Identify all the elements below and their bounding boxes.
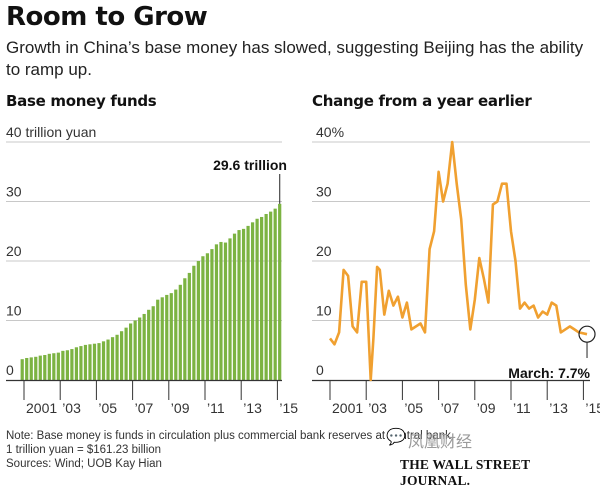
left-x-tick-label: 2001: [26, 400, 57, 416]
bar: [52, 353, 56, 380]
bar: [34, 356, 38, 380]
bar: [196, 261, 200, 380]
bar: [232, 233, 237, 380]
left-x-tick-label: ’07: [135, 400, 154, 416]
right-annotation: March: 7.7%: [508, 365, 590, 381]
bar: [228, 238, 232, 380]
bar: [160, 297, 164, 380]
bar: [47, 353, 51, 380]
bar: [129, 323, 133, 380]
left-x-tick-label: ’15: [279, 400, 298, 416]
bar: [210, 249, 214, 380]
bar: [83, 344, 88, 380]
bar: [20, 359, 24, 380]
bar: [237, 230, 241, 380]
bar: [43, 355, 47, 380]
bar: [219, 241, 223, 380]
left-x-tick-label: ’11: [207, 400, 225, 416]
bar: [151, 306, 155, 380]
bar: [246, 225, 250, 380]
bar: [74, 347, 79, 380]
bar: [70, 349, 74, 380]
right-y-tick-label: 0: [316, 362, 324, 378]
conversion-note: 1 trillion yuan = $161.23 billion: [6, 444, 162, 456]
sources-note: Sources: Wind; UOB Kay Hian: [6, 458, 162, 470]
right-y-tick-label: 40%: [316, 124, 344, 140]
right-x-tick-label: ’11: [513, 400, 531, 416]
left-y-tick-label: 30: [6, 184, 22, 200]
watermark-text: 凤凰财经: [408, 434, 473, 451]
bar: [201, 256, 205, 380]
bar: [119, 331, 124, 380]
bar: [192, 265, 196, 380]
page-title: Room to Grow: [6, 2, 208, 32]
bar: [165, 294, 169, 380]
bar: [110, 337, 115, 380]
bar: [187, 272, 191, 380]
bar: [92, 343, 97, 380]
bar: [56, 352, 60, 380]
bar: [250, 222, 255, 380]
bar: [269, 211, 273, 380]
bar: [142, 313, 146, 380]
bar: [223, 242, 228, 380]
charts-canvas: 0 10 20 30 40 trillion yuan 2001 ’03 ’05 ’07 ’09 ’…: [6, 124, 600, 416]
bar: [29, 357, 33, 380]
right-x-tick-label: ’13: [549, 400, 568, 416]
left-chart-title: Base money funds: [6, 92, 157, 110]
left-x-tick-label: ’05: [98, 400, 117, 416]
right-x-tick-label: ’15: [585, 400, 600, 416]
bar: [241, 228, 246, 380]
bar: [278, 203, 282, 380]
bar: [147, 309, 151, 380]
bar: [97, 343, 101, 380]
bar: [205, 253, 210, 380]
left-annotation: 29.6 trillion: [213, 157, 287, 173]
right-x-tick-label: 2001: [332, 400, 363, 416]
bar: [101, 341, 106, 380]
bar: [260, 216, 264, 380]
bar: [178, 284, 182, 380]
left-x-tick-label: ’13: [243, 400, 262, 416]
bar: [25, 357, 29, 380]
bar: [156, 299, 160, 380]
bar: [115, 334, 119, 380]
right-chart-title: Change from a year earlier: [312, 92, 532, 110]
right-x-tick-label: ’03: [368, 400, 387, 416]
footnote: Note: Base money is funds in circulation…: [6, 430, 455, 442]
bar: [273, 208, 277, 380]
bar: [61, 350, 65, 380]
bar: [79, 346, 83, 380]
series-line: [328, 140, 588, 382]
right-x-tick-label: ’05: [404, 400, 423, 416]
bar: [183, 278, 187, 380]
right-y-tick-label: 30: [316, 184, 332, 200]
bar: [264, 213, 268, 380]
right-x-tick-label: ’09: [477, 400, 496, 416]
subtitle: Growth in China’s base money has slowed,…: [6, 38, 584, 79]
bar: [138, 317, 142, 380]
publisher-logo: THE WALL STREET JOURNAL.: [400, 457, 531, 488]
bar: [65, 350, 69, 380]
left-y-tick-label: 20: [6, 243, 22, 259]
left-unit-label: 40 trillion yuan: [6, 124, 96, 140]
bar: [38, 355, 42, 380]
wechat-logo-icon: 💬: [386, 429, 406, 446]
bar: [174, 289, 178, 380]
bar: [169, 293, 173, 380]
bar: [88, 344, 92, 380]
bar: [255, 218, 259, 380]
bar: [133, 320, 137, 380]
right-y-tick-label: 10: [316, 303, 332, 319]
left-x-tick-label: ’03: [62, 400, 81, 416]
bar: [214, 244, 219, 380]
left-y-tick-label: 10: [6, 303, 22, 319]
bar: [124, 327, 128, 380]
right-y-tick-label: 20: [316, 243, 332, 259]
left-x-tick-label: ’09: [171, 400, 190, 416]
bar: [106, 339, 110, 380]
left-y-tick-label: 0: [6, 362, 14, 378]
right-x-tick-label: ’07: [441, 400, 460, 416]
